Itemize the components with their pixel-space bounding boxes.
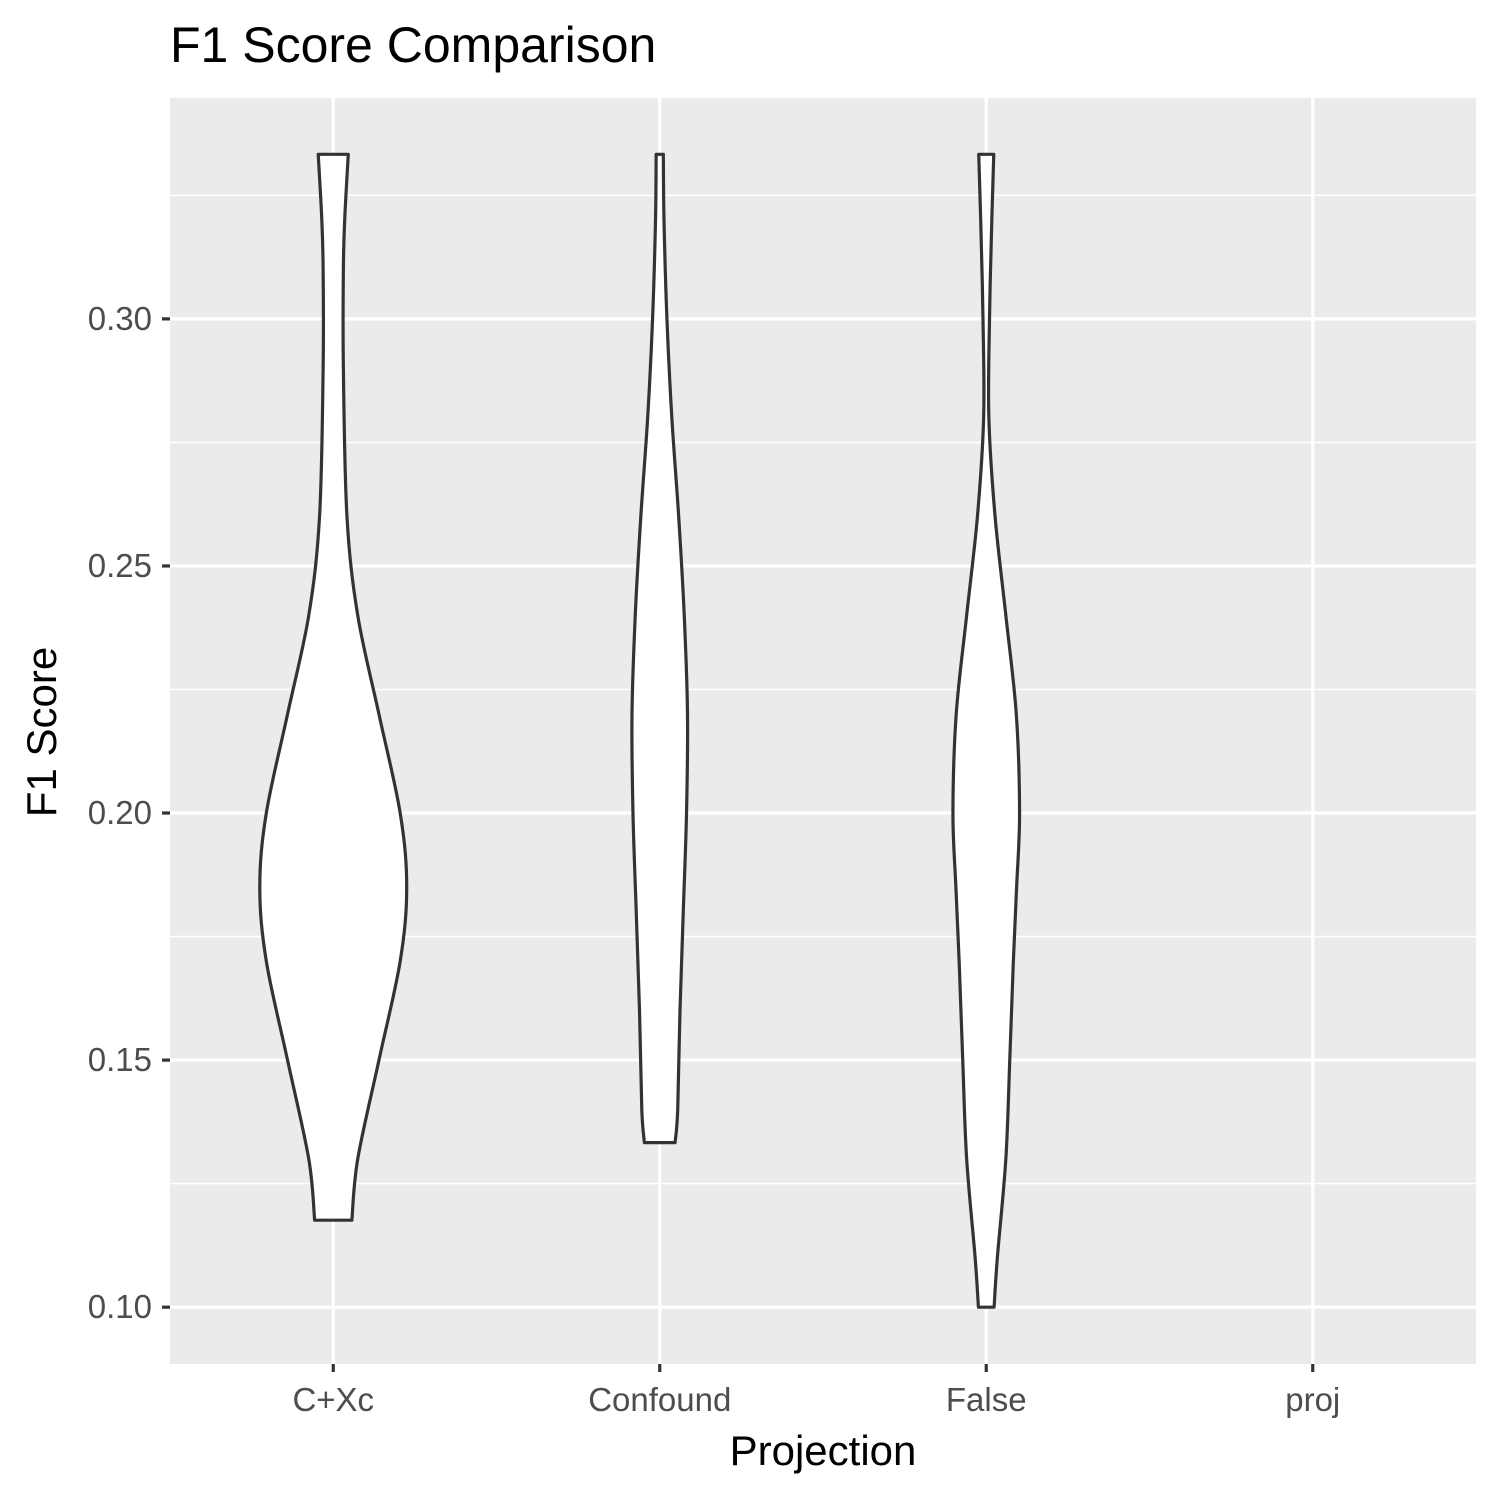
chart-title: F1 Score Comparison (170, 17, 656, 73)
x-axis-title: Projection (730, 1427, 917, 1474)
plot-panel (170, 98, 1476, 1364)
x-tick-label: proj (1285, 1381, 1340, 1418)
y-tick-label: 0.30 (88, 300, 152, 337)
x-tick-label: False (946, 1381, 1027, 1418)
x-tick-label: Confound (588, 1381, 731, 1418)
violin-confound (630, 152, 690, 1145)
y-tick-label: 0.20 (88, 794, 152, 831)
x-tick-label: C+Xc (292, 1381, 374, 1418)
y-tick-label: 0.15 (88, 1041, 152, 1078)
axes: 0.10 0.15 0.20 0.25 0.30 C+Xc Confound False pro… (88, 300, 1341, 1418)
violins (258, 152, 1022, 1309)
y-tick-label: 0.10 (88, 1288, 152, 1325)
y-tick-label: 0.25 (88, 547, 152, 584)
y-axis-title: F1 Score (18, 647, 65, 817)
violin-c-xc (258, 152, 409, 1222)
violin-false (951, 152, 1022, 1309)
